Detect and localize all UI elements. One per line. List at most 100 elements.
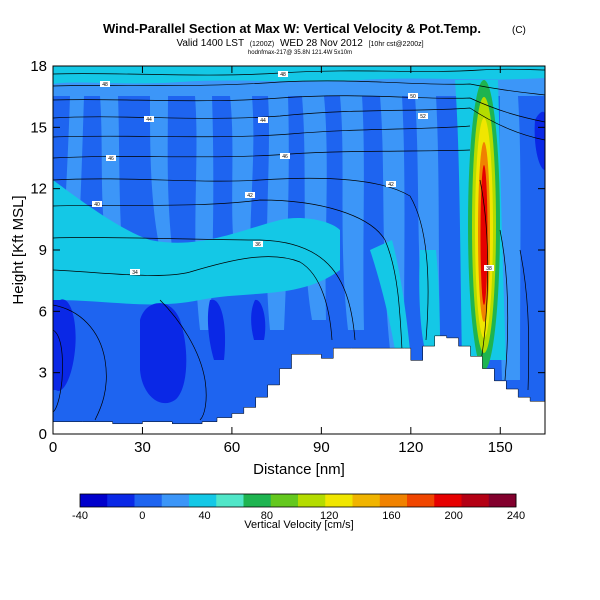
contour-line xyxy=(53,304,107,421)
contour-label: 40 xyxy=(94,202,100,208)
contour-label: 46 xyxy=(282,154,288,160)
y-tick-label: 15 xyxy=(30,119,47,136)
colorbar-swatch xyxy=(434,494,462,507)
y-tick-label: 9 xyxy=(39,242,47,259)
chart-subtitle-small: hodnfmax-217@ 35.8N 121.4W 5x10m xyxy=(248,50,352,56)
contour-line xyxy=(53,256,333,341)
contour-label-bg xyxy=(484,265,494,271)
contour-label: 38 xyxy=(486,266,492,272)
downdraft-pockets xyxy=(53,111,545,404)
contour-label: 48 xyxy=(280,72,286,78)
y-axis-label: Height [Kft MSL] xyxy=(10,195,27,304)
contour-label-bg xyxy=(92,201,102,207)
pot-temp-contours xyxy=(53,68,545,421)
colorbar-tick-label: 120 xyxy=(320,510,338,522)
contour-label-bg xyxy=(130,269,140,275)
colorbar-swatch xyxy=(325,494,353,507)
contour-label-bg xyxy=(100,81,110,87)
contour-label-bg xyxy=(386,181,396,187)
x-tick-label: 60 xyxy=(224,439,241,456)
colorbar-swatch xyxy=(461,494,490,507)
colorbar-swatch xyxy=(216,494,244,507)
contour-line xyxy=(53,199,403,351)
colorbar xyxy=(79,493,517,508)
chart-subtitle: Valid 1400 LST (1200Z) WED 28 Nov 2012 [… xyxy=(176,38,423,49)
colorbar-swatch xyxy=(352,494,381,507)
contour-label-bg xyxy=(418,113,428,119)
contour-label-bg xyxy=(253,241,263,247)
colorbar-swatch xyxy=(379,494,408,507)
band xyxy=(230,96,254,262)
y-tick-label: 18 xyxy=(30,58,47,75)
colorbar-tick-label: -40 xyxy=(72,510,88,522)
subtitle-main: Valid 1400 LST xyxy=(176,38,244,49)
velocity-field: 48 48 50 44 44 52 46 46 42 42 40 36 34 xyxy=(53,66,545,434)
colorbar-swatch xyxy=(407,494,435,507)
colorbar-swatch xyxy=(298,494,326,507)
colorbar-tick-label: 240 xyxy=(507,510,525,522)
contour-line xyxy=(53,125,471,138)
band xyxy=(150,96,172,250)
contour-label: 42 xyxy=(247,193,253,199)
pocket xyxy=(251,299,266,340)
y-tick-label: 0 xyxy=(39,426,47,443)
pocket xyxy=(534,111,545,170)
contour-label-bg xyxy=(106,155,116,161)
colorbar-label: Vertical Velocity [cm/s] xyxy=(244,519,353,531)
chart-title-mark: (C) xyxy=(512,25,526,36)
colorbar-tick-label: 200 xyxy=(445,510,463,522)
subtitle-init: (1200Z) xyxy=(250,41,275,48)
contour-label-bg xyxy=(280,153,290,159)
colorbar-tick-label: 80 xyxy=(261,510,273,522)
contour-label: 42 xyxy=(388,182,394,188)
contour-label: 52 xyxy=(420,114,426,120)
pocket xyxy=(207,299,226,360)
colorbar-swatch xyxy=(107,494,135,507)
colorbar-swatch xyxy=(161,494,190,507)
x-tick-label: 120 xyxy=(398,439,423,456)
y-tick-label: 6 xyxy=(39,303,47,320)
contour-label-group: 48 48 50 44 44 52 46 46 42 42 40 36 34 xyxy=(92,71,494,276)
band xyxy=(340,96,364,330)
contour-label: 46 xyxy=(108,156,114,162)
colorbar-swatch xyxy=(488,494,517,507)
colorbar-frame xyxy=(79,493,517,508)
colorbar-swatch xyxy=(80,494,108,507)
colorbar-tick-label: 0 xyxy=(139,510,145,522)
contour-line xyxy=(53,68,545,76)
colorbar-swatch xyxy=(134,494,163,507)
subtitle-run: [10hr cst@2200z] xyxy=(369,41,424,48)
colorbar-tick-label: 40 xyxy=(198,510,210,522)
x-tick-label: 0 xyxy=(49,439,57,456)
contour-line xyxy=(53,177,429,341)
x-axis-label: Distance [nm] xyxy=(253,461,345,478)
contour-label: 50 xyxy=(410,94,416,100)
contour-label-bg xyxy=(258,117,268,123)
updraft-peak xyxy=(480,165,488,305)
patch xyxy=(419,250,440,350)
contour-label-bg xyxy=(144,116,154,122)
colorbar-swatch xyxy=(243,494,272,507)
subtitle-date: WED 28 Nov 2012 xyxy=(280,38,363,49)
contour-label-bg xyxy=(245,192,255,198)
contour-label: 36 xyxy=(255,242,261,248)
contour-line xyxy=(53,329,63,413)
patch xyxy=(370,240,410,350)
band xyxy=(499,96,521,380)
patch xyxy=(53,66,545,84)
contour-line xyxy=(53,237,356,341)
contour-label-bg xyxy=(408,93,418,99)
contour-line xyxy=(53,80,545,96)
contour-label: 44 xyxy=(146,117,152,123)
contour-label: 34 xyxy=(132,270,138,276)
colorbar-ticks: -40 0 40 80 120 160 200 240 xyxy=(72,510,525,522)
contour-label-bg xyxy=(278,71,288,77)
chart-title: Wind-Parallel Section at Max W: Vertical… xyxy=(103,21,481,36)
contour-line xyxy=(519,249,530,391)
patch xyxy=(53,180,340,305)
colorbar-swatch xyxy=(189,494,217,507)
terrain xyxy=(53,335,545,434)
pocket xyxy=(53,299,76,391)
